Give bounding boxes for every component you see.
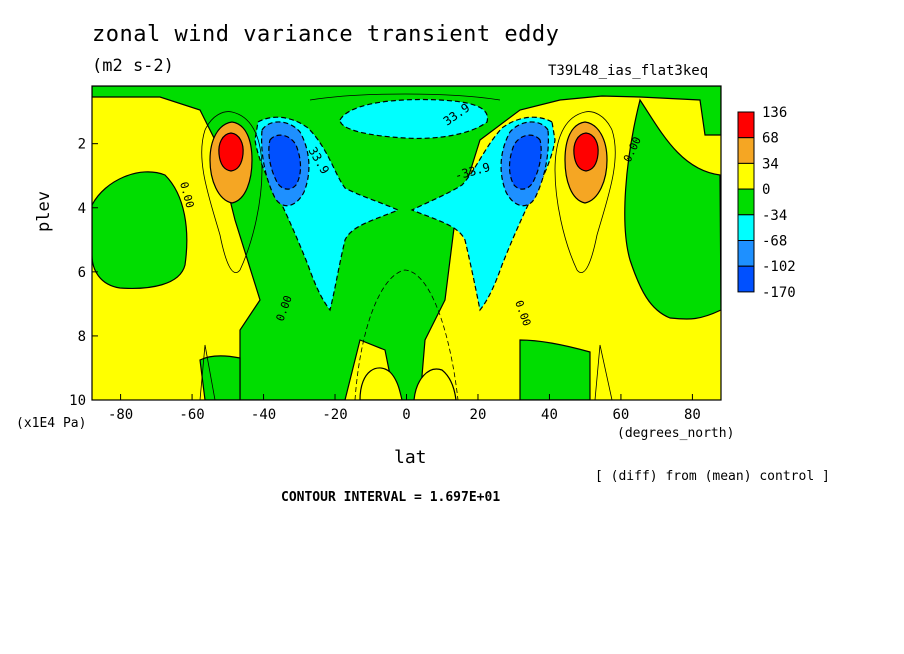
colorbar-label: 136: [762, 105, 787, 121]
thin-contour-right-warm: [554, 111, 616, 273]
thin-contour-center: [354, 269, 459, 400]
contour-interval: CONTOUR INTERVAL = 1.697E+01: [281, 490, 501, 505]
x-axis-label: lat: [394, 447, 427, 468]
y-tick-label: 2: [78, 137, 86, 153]
colorbar-label: -34: [762, 208, 787, 224]
blue-core-right-inner: [508, 134, 542, 190]
y-tick-label: 4: [78, 201, 86, 217]
run-label: T39L48_ias_flat3keq: [548, 63, 709, 79]
y-tick-label: 10: [69, 393, 86, 409]
colorbar-label: -68: [762, 234, 787, 250]
positive-bump-1: [359, 367, 403, 400]
thin-contours: [199, 93, 616, 400]
red-core-left: [218, 132, 244, 172]
blue-core-left-inner: [268, 134, 302, 190]
x-tick-label: 40: [541, 407, 558, 423]
y-axis-units: (x1E4 Pa): [16, 416, 87, 431]
x-tick-label: 60: [613, 407, 630, 423]
colorbar-swatch: [737, 162, 755, 190]
chart-title: zonal wind variance transient eddy: [92, 22, 560, 47]
colorbar-label: 68: [762, 131, 779, 147]
negative-wedge-left: [199, 355, 241, 400]
chart-units: (m2 s-2): [92, 56, 174, 76]
cyan-lobe-top: [339, 98, 489, 139]
diff-note: [ (diff) from (mean) control ]: [595, 469, 830, 484]
x-tick-label: -60: [179, 407, 204, 423]
red-core-right: [573, 132, 599, 172]
x-tick-label: 0: [402, 407, 410, 423]
colorbar-label: 0: [762, 182, 770, 198]
negative-blob-right: [624, 98, 721, 320]
thin-contour-lower-left: [199, 344, 216, 400]
colorbar-swatch: [737, 265, 755, 293]
colorbar-label: -170: [762, 285, 796, 301]
colorbar-label: -102: [762, 259, 796, 275]
colorbar-swatch: [737, 240, 755, 267]
x-axis-units: (degrees_north): [617, 426, 735, 441]
contour-field: [92, 86, 721, 400]
x-tick-label: 20: [470, 407, 487, 423]
x-tick-label: -80: [108, 407, 133, 423]
x-tick-label: -40: [251, 407, 276, 423]
thin-contour-lower-right: [594, 344, 613, 400]
colorbar-swatch: [737, 111, 755, 139]
y-tick-label: 8: [78, 329, 86, 345]
thin-contour-left-warm: [201, 111, 263, 273]
colorbar-swatch: [737, 137, 755, 164]
colorbar-swatch: [737, 214, 755, 242]
x-tick-label: 80: [684, 407, 701, 423]
thin-contour-top: [309, 93, 501, 101]
colorbar-label: 34: [762, 156, 779, 172]
y-tick-label: 6: [78, 265, 86, 281]
negative-blob-left: [92, 171, 188, 289]
colorbar-swatch: [737, 188, 755, 216]
x-axis: -80 -60 -40 -20 0 20 40 60 80: [108, 394, 701, 423]
positive-bump-2: [413, 368, 457, 400]
negative-wedge-right: [519, 339, 591, 400]
x-tick-label: -20: [322, 407, 347, 423]
y-axis: 2 4 6 8 10: [69, 137, 98, 409]
colorbar: 136 68 34 0 -34 -68 -102 -170: [737, 105, 796, 301]
